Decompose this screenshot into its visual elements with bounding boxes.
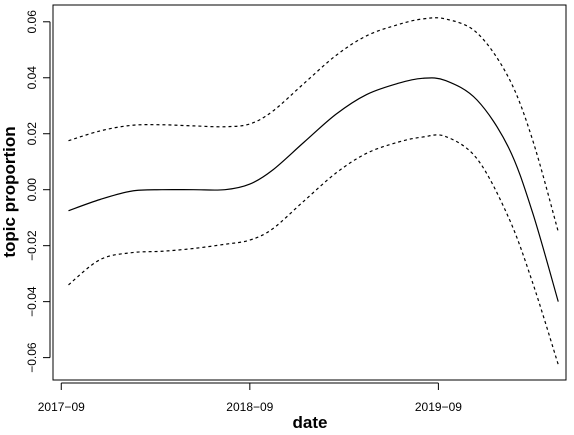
y-tick-label: 0.00	[25, 178, 39, 202]
x-tick-label: 2018−09	[226, 400, 273, 414]
y-tick-label: −0.02	[25, 230, 39, 261]
x-tick-label: 2017−09	[38, 400, 85, 414]
x-axis: 2017−09 2018−09 2019−09	[38, 382, 462, 414]
y-axis: −0.06 −0.04 −0.02 0.00 0.02 0.04 0.06	[25, 10, 51, 373]
upper-bound-line	[68, 17, 559, 232]
y-tick-label: 0.02	[25, 122, 39, 146]
y-axis-title: topic proportion	[0, 126, 19, 257]
estimate-line	[68, 77, 559, 302]
y-tick-label: 0.04	[25, 66, 39, 90]
plot-frame	[52, 4, 567, 381]
lower-bound-line	[68, 134, 559, 365]
x-axis-title: date	[293, 413, 328, 430]
y-tick-label: −0.06	[25, 342, 39, 373]
y-tick-label: 0.06	[25, 10, 39, 34]
x-tick-label: 2019−09	[415, 400, 462, 414]
y-tick-label: −0.04	[25, 286, 39, 317]
series-layer	[68, 17, 559, 365]
